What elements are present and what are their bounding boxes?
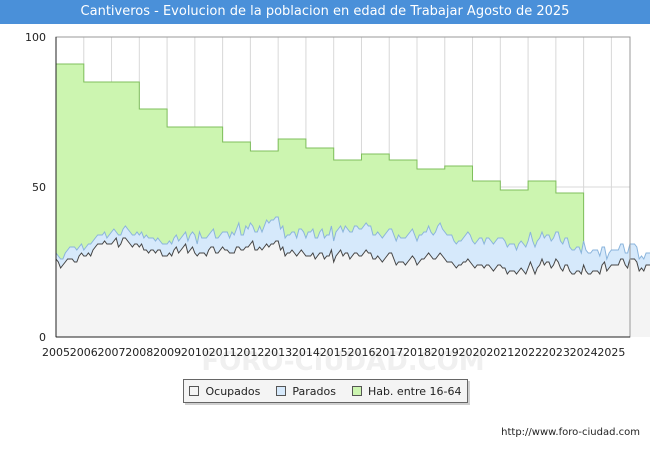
y-tick-label-100: 100 <box>25 31 46 44</box>
legend-item-hab: Hab. entre 16-64 <box>351 384 462 398</box>
x-tick-label-2014: 2014 <box>292 346 320 359</box>
x-tick-label-2021: 2021 <box>486 346 514 359</box>
x-tick-label-2006: 2006 <box>70 346 98 359</box>
x-tick-label-2025: 2025 <box>597 346 625 359</box>
x-tick-label-2013: 2013 <box>264 346 292 359</box>
x-tick-label-2019: 2019 <box>431 346 459 359</box>
x-tick-label-2023: 2023 <box>542 346 570 359</box>
series-ocupados-area <box>56 238 650 337</box>
x-tick-label-2007: 2007 <box>98 346 126 359</box>
x-tick-label-2020: 2020 <box>459 346 487 359</box>
source-credit: http://www.foro-ciudad.com <box>501 427 640 438</box>
x-tick-label-2022: 2022 <box>514 346 542 359</box>
legend-swatch-parados <box>276 386 287 396</box>
chart-title: Cantiveros - Evolucion de la poblacion e… <box>0 0 650 24</box>
x-tick-label-2012: 2012 <box>236 346 264 359</box>
x-tick-label-2005: 2005 <box>42 346 70 359</box>
x-tick-label-2018: 2018 <box>403 346 431 359</box>
legend-label-parados: Parados <box>292 384 336 398</box>
x-tick-label-2017: 2017 <box>375 346 403 359</box>
legend-label-hab: Hab. entre 16-64 <box>367 384 462 398</box>
x-tick-label-2016: 2016 <box>347 346 375 359</box>
y-tick-label-50: 50 <box>32 181 46 194</box>
x-tick-label-2011: 2011 <box>209 346 237 359</box>
chart-legend: Ocupados Parados Hab. entre 16-64 <box>183 379 468 403</box>
legend-swatch-hab <box>351 386 362 396</box>
x-tick-label-2024: 2024 <box>570 346 598 359</box>
watermark-text: FORO-CIUDAD.COM <box>201 347 484 377</box>
legend-item-parados: Parados <box>276 385 336 398</box>
legend-label-ocupados: Ocupados <box>205 384 261 398</box>
legend-item-ocupados: Ocupados <box>189 385 260 398</box>
y-tick-label-0: 0 <box>39 331 46 344</box>
x-tick-label-2015: 2015 <box>320 346 348 359</box>
x-tick-label-2010: 2010 <box>181 346 209 359</box>
series-ocupados-line <box>55 236 650 276</box>
legend-swatch-ocupados <box>189 386 200 396</box>
x-tick-label-2008: 2008 <box>125 346 153 359</box>
series-parados-line <box>55 216 650 261</box>
x-tick-label-2009: 2009 <box>153 346 181 359</box>
